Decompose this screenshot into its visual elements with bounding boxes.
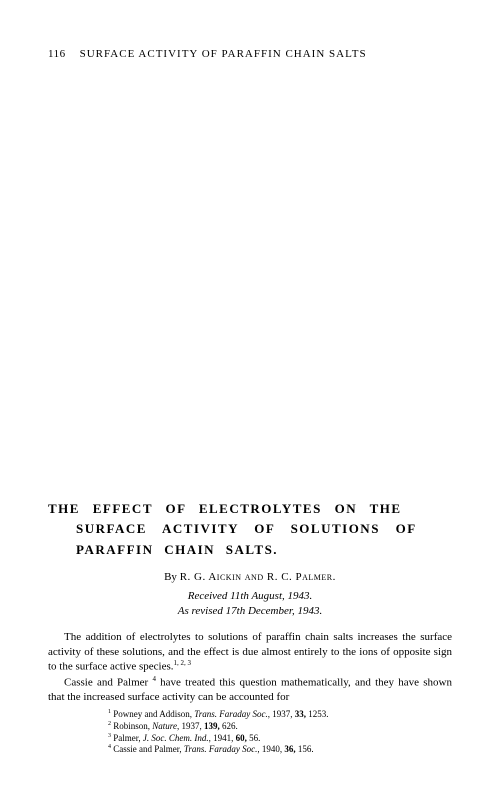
fn4-journal: Trans. Faraday Soc.: [184, 744, 258, 754]
footnote-3: 3 Palmer, J. Soc. Chem. Ind., 1941, 60, …: [108, 733, 452, 745]
revised-date: As revised 17th December, 1943.: [48, 604, 452, 619]
fn3-journal: J. Soc. Chem. Ind.: [143, 733, 209, 743]
fn3-authors: Palmer,: [111, 733, 143, 743]
article-title: THE EFFECT OF ELECTROLYTES ON THE SURFAC…: [48, 499, 452, 561]
fn3-vol: 60,: [236, 733, 247, 743]
authors: R. G. Aickin and R. C. Palmer.: [180, 571, 336, 583]
para1-text: The addition of electrolytes to solution…: [48, 631, 452, 673]
fn1-rest: , 1937,: [268, 709, 295, 719]
fn3-rest: , 1941,: [209, 733, 236, 743]
fn1-vol: 33,: [295, 709, 306, 719]
footnotes-block: 1 Powney and Addison, Trans. Faraday Soc…: [48, 709, 452, 756]
fn2-authors: Robinson,: [111, 721, 152, 731]
fn2-page: 626.: [220, 721, 238, 731]
byline: By R. G. Aickin and R. C. Palmer.: [48, 571, 452, 583]
title-line-1: THE EFFECT OF ELECTROLYTES ON THE: [48, 499, 452, 520]
fn1-authors: Powney and Addison,: [111, 709, 194, 719]
title-line-3: PARAFFIN CHAIN SALTS.: [48, 540, 452, 561]
fn2-journal: Nature: [152, 721, 177, 731]
byline-prefix: By: [164, 571, 180, 583]
para1-refs: 1, 2, 3: [174, 659, 192, 667]
page-container: 116 SURFACE ACTIVITY OF PARAFFIN CHAIN S…: [0, 0, 500, 804]
page-header: 116 SURFACE ACTIVITY OF PARAFFIN CHAIN S…: [48, 48, 452, 60]
fn4-authors: Cassie and Palmer,: [111, 744, 184, 754]
paragraph-1: The addition of electrolytes to solution…: [48, 630, 452, 675]
page-number: 116: [48, 48, 66, 60]
dates-block: Received 11th August, 1943. As revised 1…: [48, 589, 452, 620]
fn4-rest: , 1940,: [257, 744, 284, 754]
fn2-vol: 139,: [204, 721, 220, 731]
footnote-2: 2 Robinson, Nature, 1937, 139, 626.: [108, 721, 452, 733]
fn1-page: 1253.: [306, 709, 329, 719]
article-content: THE EFFECT OF ELECTROLYTES ON THE SURFAC…: [48, 499, 452, 756]
fn4-page: 156.: [296, 744, 314, 754]
title-line-2: SURFACE ACTIVITY OF SOLUTIONS OF: [48, 519, 452, 540]
footnote-1: 1 Powney and Addison, Trans. Faraday Soc…: [108, 709, 452, 721]
fn1-journal: Trans. Faraday Soc.: [194, 709, 268, 719]
footnote-4: 4 Cassie and Palmer, Trans. Faraday Soc.…: [108, 744, 452, 756]
para2-pre: Cassie and Palmer: [64, 677, 152, 689]
fn3-page: 56.: [247, 733, 261, 743]
fn2-rest: , 1937,: [177, 721, 204, 731]
fn4-vol: 36,: [284, 744, 295, 754]
running-head: SURFACE ACTIVITY OF PARAFFIN CHAIN SALTS: [80, 48, 367, 60]
received-date: Received 11th August, 1943.: [48, 589, 452, 604]
paragraph-2: Cassie and Palmer 4 have treated this qu…: [48, 675, 452, 705]
